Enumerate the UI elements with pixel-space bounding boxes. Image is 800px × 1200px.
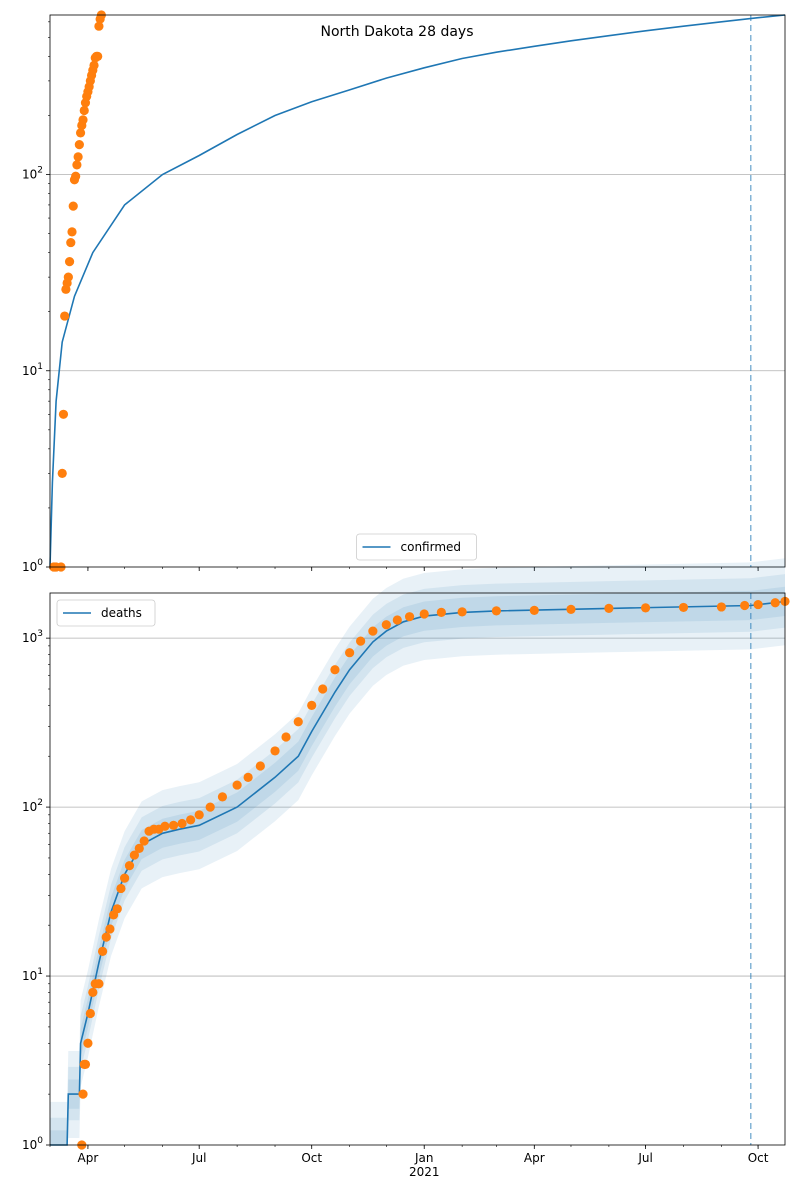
data-point <box>194 810 204 820</box>
data-point <box>160 821 170 831</box>
data-point <box>293 717 303 727</box>
data-point <box>186 815 196 825</box>
data-point <box>392 615 402 625</box>
data-point <box>89 60 99 70</box>
x-tick-label: Jul <box>191 1151 206 1165</box>
data-point <box>491 606 501 616</box>
data-point <box>88 987 98 998</box>
data-point <box>78 1089 88 1099</box>
data-point <box>139 836 149 846</box>
data-point <box>73 152 83 162</box>
data-point <box>68 201 78 211</box>
legend: deaths <box>56 599 156 627</box>
data-point <box>74 140 84 150</box>
data-point <box>381 620 391 630</box>
data-point <box>566 604 576 614</box>
uncertainty-band <box>50 558 785 1145</box>
data-point <box>116 883 126 894</box>
x-tick-label: Oct <box>748 1151 769 1165</box>
data-point <box>281 732 291 742</box>
data-point <box>404 612 415 622</box>
data-point <box>529 605 539 615</box>
data-point <box>64 256 75 267</box>
data-point <box>604 603 614 613</box>
chart-title: North Dakota 28 days <box>321 24 474 40</box>
data-point <box>330 665 340 675</box>
legend: confirmed <box>356 533 477 561</box>
data-point <box>217 792 228 802</box>
data-point <box>124 861 135 871</box>
series-line-confirmed <box>49 14 786 568</box>
legend-label: confirmed <box>401 540 462 554</box>
axes-frame <box>49 14 786 568</box>
data-point <box>232 780 242 790</box>
data-point <box>255 761 265 771</box>
data-point <box>740 600 750 611</box>
data-point <box>93 51 103 61</box>
data-point <box>205 802 215 812</box>
data-point <box>83 1038 93 1048</box>
data-point <box>770 598 780 608</box>
data-point <box>63 272 73 282</box>
x-tick-label: Jan <box>414 1151 434 1165</box>
legend-label: deaths <box>101 606 142 620</box>
data-point <box>419 609 429 619</box>
data-point <box>67 227 77 237</box>
data-point <box>753 599 763 610</box>
data-point <box>58 409 69 419</box>
data-point <box>436 607 446 618</box>
data-point <box>243 772 253 782</box>
data-point <box>457 607 467 617</box>
data-point <box>120 873 130 883</box>
x-tick-label: Apr <box>524 1151 545 1165</box>
axes-frame <box>49 592 786 1146</box>
uncertainty-band <box>50 574 785 1145</box>
data-point <box>177 818 187 829</box>
data-point <box>72 160 82 170</box>
data-point <box>318 684 328 694</box>
data-point <box>97 946 108 956</box>
data-point <box>75 128 86 138</box>
data-point <box>80 1059 91 1069</box>
x-tick-label: Apr <box>78 1151 99 1165</box>
data-point <box>368 626 378 636</box>
data-point <box>105 924 115 934</box>
data-point <box>71 171 81 181</box>
data-point <box>134 843 144 853</box>
data-point <box>356 636 366 646</box>
data-point <box>101 932 111 942</box>
data-point <box>78 115 88 125</box>
data-point <box>79 105 89 116</box>
data-point <box>94 21 104 31</box>
data-point <box>345 648 355 658</box>
data-point <box>168 820 179 830</box>
x-tick-label: Oct <box>301 1151 322 1165</box>
data-point <box>716 602 727 612</box>
data-point <box>85 1008 95 1019</box>
data-point <box>112 904 122 914</box>
data-point <box>678 602 689 613</box>
data-point <box>57 468 67 478</box>
data-point <box>640 603 651 613</box>
data-point <box>307 700 317 710</box>
data-point <box>60 311 70 321</box>
x-tick-label: Jul <box>637 1151 652 1165</box>
data-point <box>129 850 139 860</box>
data-point <box>66 237 76 248</box>
data-point <box>270 746 280 756</box>
data-point <box>94 979 104 989</box>
x-year-label: 2021 <box>409 1165 440 1179</box>
